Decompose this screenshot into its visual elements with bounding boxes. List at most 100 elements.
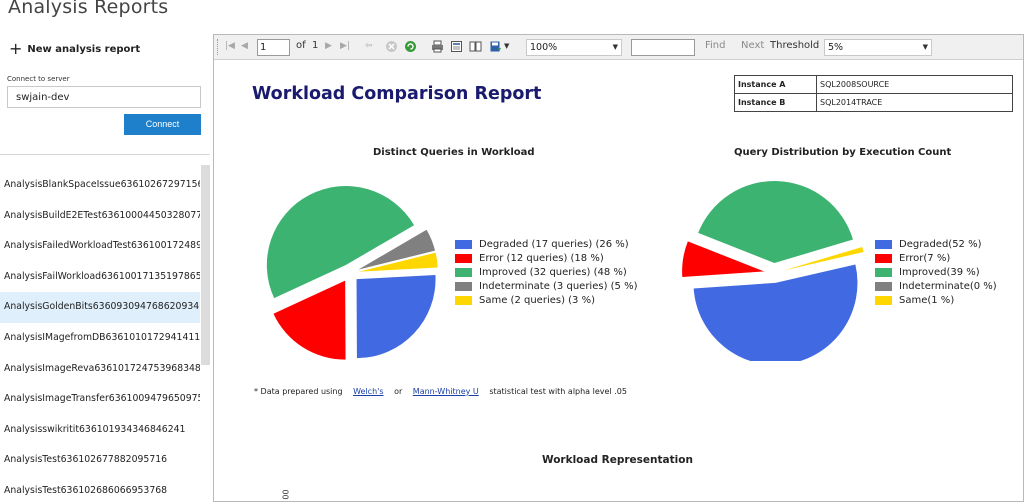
pie-slice-error: [273, 280, 346, 360]
pie-slice-improved: [698, 181, 853, 264]
report-list-item[interactable]: AnalysisGoldenBits636093094768620934: [0, 292, 200, 323]
legend-swatch: [455, 239, 472, 249]
report-list-item[interactable]: AnalysisFailedWorkloadTest6361001724899: [4, 240, 200, 252]
report-viewer: |◀ ◀ of 1 ▶ ▶| ⇦ ▼ 100% ▼ Find: [213, 34, 1024, 502]
page-total: 1: [312, 40, 319, 51]
legend-swatch: [875, 253, 892, 263]
zoom-select[interactable]: 100% ▼: [526, 39, 622, 56]
workload-representation-title: Workload Representation: [542, 454, 693, 466]
instance-a-value: SQL2008SOURCE: [816, 75, 1013, 94]
threshold-label: Threshold: [770, 40, 820, 51]
export-icon[interactable]: [489, 40, 502, 53]
legend-label: Error(7 %): [899, 252, 951, 264]
connect-button[interactable]: Connect: [124, 114, 201, 135]
last-page-icon[interactable]: ▶|: [340, 41, 350, 51]
welch-link[interactable]: Welch's: [353, 387, 384, 396]
legend-entry: Error(7 %): [875, 251, 997, 265]
legend-label: Improved(39 %): [899, 266, 980, 278]
report-list-item[interactable]: AnalysisTest636102677882095716: [4, 454, 168, 466]
report-list-item[interactable]: AnalysisFailWorkload636100171351978657: [4, 270, 200, 282]
report-list-item[interactable]: AnalysisBlankSpaceIssue636102672971567: [4, 179, 200, 190]
legend-swatch: [455, 267, 472, 277]
axis-tick-label: 00: [281, 489, 291, 500]
legend-entry: Same (2 queries) (3 %): [455, 293, 638, 307]
footnote-prefix: * Data prepared using: [254, 387, 343, 396]
chart-2-legend: Degraded(52 %) Error(7 %) Improved(39 %) In…: [875, 237, 997, 307]
instance-a-key: Instance A: [734, 75, 817, 94]
table-row: Instance A SQL2008SOURCE: [734, 75, 1013, 94]
legend-label: Indeterminate(0 %): [899, 280, 997, 292]
instance-b-key: Instance B: [734, 93, 817, 112]
chart-1-legend: Degraded (17 queries) (26 %) Error (12 qu…: [455, 237, 638, 307]
find-link[interactable]: Find: [705, 40, 726, 51]
legend-label: Same (2 queries) (3 %): [479, 294, 596, 306]
legend-label: Same(1 %): [899, 294, 955, 306]
connect-to-server-label: Connect to server: [7, 75, 70, 83]
print-icon[interactable]: [431, 40, 444, 53]
instance-table: Instance A SQL2008SOURCE Instance B SQL2…: [734, 75, 1013, 112]
report-list-item[interactable]: AnalysisImageReva636101724753968348: [4, 362, 200, 374]
report-list-item[interactable]: AnalysisBuildE2ETest636100044503280772: [4, 209, 200, 221]
toolbar-grip: [217, 39, 219, 55]
legend-label: Indeterminate (3 queries) (5 %): [479, 280, 638, 292]
legend-entry: Indeterminate (3 queries) (5 %): [455, 279, 638, 293]
chart-2-title: Query Distribution by Execution Count: [734, 147, 952, 158]
list-divider: [0, 154, 210, 155]
footnote-suffix: statistical test with alpha level .05: [489, 387, 627, 396]
next-page-icon[interactable]: ▶: [325, 41, 332, 51]
find-input[interactable]: [631, 39, 695, 56]
pie-chart-distinct-queries: [266, 186, 438, 360]
report-list-item[interactable]: AnalysisImageTransfer636100947965097560: [4, 393, 200, 405]
legend-label: Degraded(52 %): [899, 238, 982, 250]
plus-icon: +: [9, 39, 23, 58]
zoom-value: 100%: [530, 42, 558, 53]
refresh-icon[interactable]: [404, 40, 417, 53]
report-list-scrollbar[interactable]: [201, 165, 210, 365]
page-setup-icon[interactable]: [469, 40, 482, 53]
pie-slice-degraded: [693, 264, 858, 361]
legend-entry: Degraded(52 %): [875, 237, 997, 251]
legend-label: Degraded (17 queries) (26 %): [479, 238, 629, 250]
print-layout-icon[interactable]: [450, 40, 463, 53]
page-number-input[interactable]: [257, 39, 290, 56]
first-page-icon[interactable]: |◀: [225, 41, 235, 51]
stop-icon[interactable]: [385, 40, 398, 53]
next-link[interactable]: Next: [741, 40, 765, 51]
legend-swatch: [875, 281, 892, 291]
previous-page-icon[interactable]: ◀: [241, 41, 248, 51]
legend-swatch: [455, 253, 472, 263]
legend-entry: Error (12 queries) (18 %): [455, 251, 638, 265]
chart-1-title: Distinct Queries in Workload: [373, 147, 535, 158]
legend-swatch: [875, 295, 892, 305]
report-list-item[interactable]: AnalysisIMagefromDB636101017294141157: [4, 331, 200, 343]
viewer-toolbar: |◀ ◀ of 1 ▶ ▶| ⇦ ▼ 100% ▼ Find: [214, 35, 1023, 60]
legend-entry: Improved(39 %): [875, 265, 997, 279]
server-input[interactable]: [7, 86, 201, 108]
of-label: of: [296, 40, 306, 51]
export-dropdown-icon[interactable]: ▼: [504, 42, 510, 50]
legend-entry: Same(1 %): [875, 293, 997, 307]
report-title: Workload Comparison Report: [252, 84, 542, 104]
report-list-item[interactable]: Analysisswikritit636101934346846241: [4, 423, 186, 435]
threshold-value: 5%: [828, 42, 844, 53]
threshold-select[interactable]: 5% ▼: [824, 39, 932, 56]
legend-entry: Degraded (17 queries) (26 %): [455, 237, 638, 251]
new-analysis-report-label: New analysis report: [27, 43, 141, 55]
pie-slice-same: [783, 246, 864, 271]
back-icon[interactable]: ⇦: [365, 41, 373, 51]
chevron-down-icon: ▼: [922, 43, 928, 51]
chevron-down-icon: ▼: [612, 43, 618, 51]
new-analysis-report-button[interactable]: + New analysis report: [9, 39, 141, 58]
legend-entry: Indeterminate(0 %): [875, 279, 997, 293]
legend-swatch: [875, 267, 892, 277]
pie-slice-improved: [266, 186, 415, 299]
pie-slice-error: [682, 241, 765, 278]
footnote-middle: or: [394, 387, 403, 396]
pie-slice-degraded: [356, 275, 436, 359]
instance-b-value: SQL2014TRACE: [816, 93, 1013, 112]
footnote: * Data prepared using Welch's or Mann-Wh…: [254, 387, 627, 396]
report-list-item[interactable]: AnalysisTest636102686066953768: [4, 484, 168, 496]
pie-slice-indeterminate: [358, 229, 436, 270]
mann-whitney-link[interactable]: Mann-Whitney U: [412, 387, 479, 396]
table-row: Instance B SQL2014TRACE: [734, 93, 1013, 112]
